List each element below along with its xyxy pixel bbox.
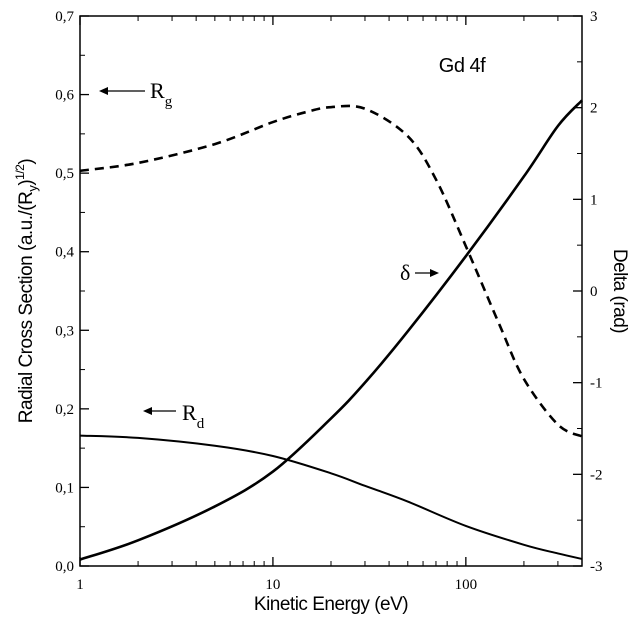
x-axis-ticks: 1 10 100	[76, 16, 583, 593]
y-left-axis-label-main: Radial Cross Section (a.u./(R	[16, 192, 37, 424]
delta-label: δ	[400, 260, 410, 285]
series-line-2	[79, 99, 583, 561]
y-left-tick-label-0: 0,0	[55, 559, 74, 575]
y-right-axis-label: Delta (rad)	[609, 249, 629, 333]
y-left-tick-label-4: 0,4	[55, 245, 74, 261]
rg-label: Rg	[150, 78, 173, 110]
y-left-tick-label-5: 0,5	[55, 166, 74, 182]
rd-label: Rd	[182, 400, 205, 432]
y-left-tick-label-1: 0,1	[55, 480, 74, 496]
y-right-axis-ticks: -3 -2 -1 0 1 2 3	[573, 9, 603, 575]
series-line-1	[79, 434, 583, 560]
rg-arrow-head	[99, 87, 108, 95]
rd-label-sub: d	[197, 416, 205, 432]
y-left-axis-label: Radial Cross Section (a.u./(Ry)1/2)	[13, 159, 40, 424]
series-layer	[79, 99, 583, 561]
rg-label-main: R	[150, 78, 165, 103]
rg-annotation: Rg	[99, 78, 173, 110]
rd-annotation: Rd	[143, 400, 205, 432]
y-left-axis-label-close: )	[16, 159, 37, 165]
y-right-tick-label-5: 2	[590, 101, 598, 117]
delta-annotation: δ	[400, 260, 439, 285]
rd-label-main: R	[182, 400, 197, 425]
y-right-tick-label-0: -3	[590, 559, 603, 575]
y-right-tick-label-3: 0	[590, 284, 598, 300]
y-left-axis-label-sub: y	[25, 185, 40, 192]
y-left-tick-label-7: 0,7	[55, 9, 74, 25]
x-tick-label-0: 1	[76, 577, 84, 593]
delta-arrow-head	[430, 269, 439, 277]
y-left-axis-label-sup: 1/2	[13, 164, 27, 180]
x-tick-label-1: 10	[265, 577, 280, 593]
rg-label-sub: g	[165, 94, 173, 110]
chart-title: Gd 4f	[439, 55, 486, 77]
rd-arrow-head	[143, 407, 152, 415]
y-right-tick-label-1: -2	[590, 467, 603, 483]
y-left-tick-label-2: 0,2	[55, 402, 74, 418]
y-right-tick-label-4: 1	[590, 192, 598, 208]
y-left-tick-label-3: 0,3	[55, 323, 74, 339]
y-right-tick-label-6: 3	[590, 9, 598, 25]
y-left-tick-label-6: 0,6	[55, 88, 74, 104]
y-right-tick-label-2: -1	[590, 376, 603, 392]
x-tick-label-2: 100	[455, 577, 478, 593]
y-left-axis-ticks: 0,0 0,1 0,2 0,3 0,4 0,5 0,6 0,7	[55, 9, 89, 575]
series-line-0	[79, 104, 583, 438]
x-axis-label: Kinetic Energy (eV)	[254, 594, 408, 615]
y-left-axis-label-tail: )	[16, 180, 37, 186]
